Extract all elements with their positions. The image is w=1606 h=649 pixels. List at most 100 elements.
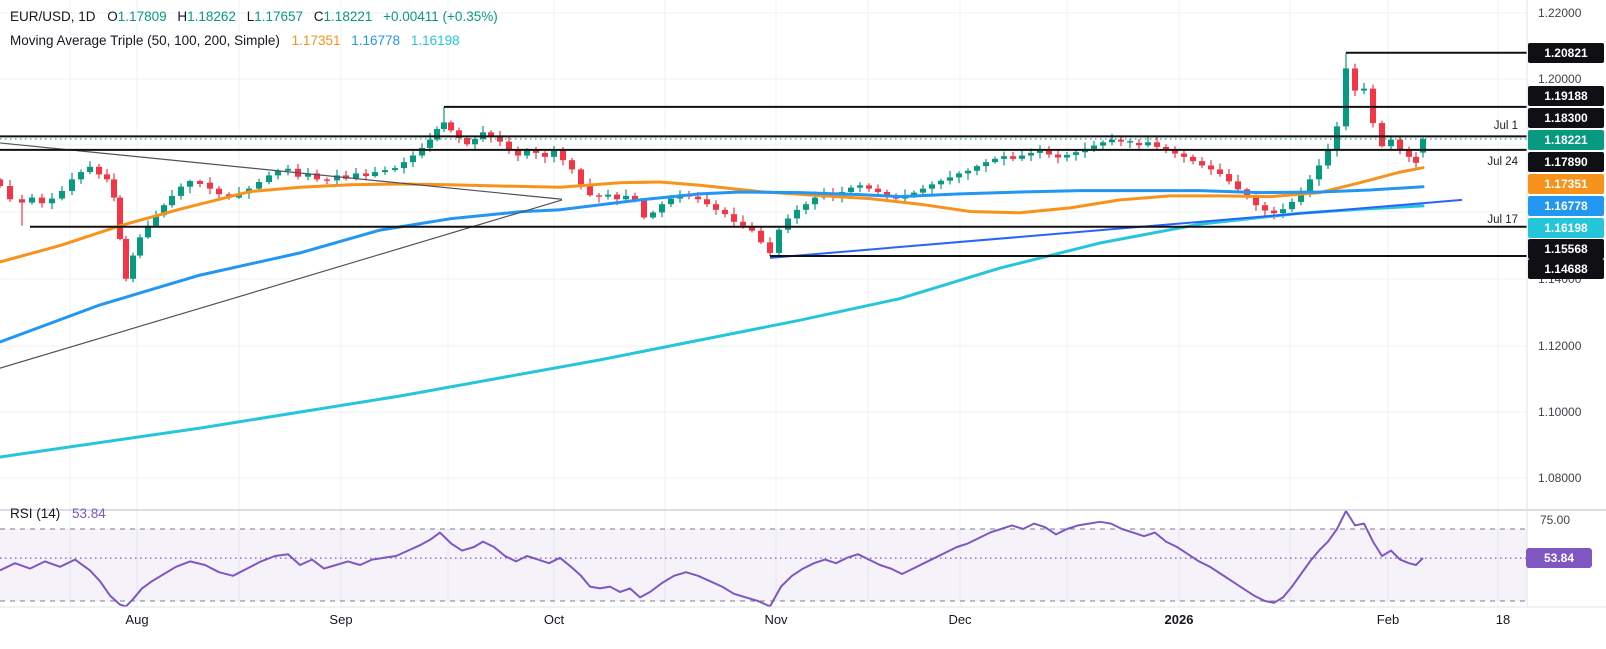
candle-body	[623, 195, 629, 200]
price-badge-1.18221: 1.18221	[1528, 130, 1604, 150]
support-trendline[interactable]	[769, 198, 1463, 259]
candle-body	[285, 168, 291, 171]
candle-body	[614, 194, 620, 200]
level-date-label: Jul 1	[1493, 120, 1518, 132]
price-badge-1.17351: 1.17351	[1528, 174, 1604, 194]
candle-body	[524, 149, 530, 156]
change-value: +0.00411 (+0.35%)	[383, 9, 498, 24]
candle-body	[812, 197, 818, 205]
ma-line-sma200	[0, 204, 1425, 459]
time-axis[interactable]	[0, 608, 1606, 649]
candle-body	[187, 181, 193, 187]
candle-body	[506, 141, 512, 151]
candle-body	[929, 184, 935, 189]
candle-body	[1019, 155, 1025, 159]
candle-body	[1370, 88, 1376, 124]
low-value: 1.17657	[254, 9, 304, 24]
candle-body	[266, 175, 272, 183]
price-badge-1.19188: 1.19188	[1528, 86, 1604, 106]
candle-body	[1037, 150, 1043, 153]
candle-body	[920, 188, 926, 193]
price-badge-1.14688: 1.14688	[1528, 259, 1604, 279]
candle-body	[314, 173, 320, 180]
time-axis-label-Feb: Feb	[1376, 612, 1400, 627]
candle-body	[372, 172, 378, 177]
price-badge-1.16778: 1.16778	[1528, 196, 1604, 216]
price-axis-label: 1.20000	[1538, 72, 1582, 86]
candle-body	[1109, 139, 1115, 143]
candle-body	[911, 192, 917, 196]
candle-body	[392, 168, 398, 171]
close-prefix: C	[313, 9, 324, 24]
open-value: 1.17809	[117, 9, 167, 24]
candle-body	[427, 139, 433, 148]
low-prefix: L	[246, 9, 255, 24]
candle-body	[740, 221, 746, 226]
candlestick-series	[0, 52, 1426, 283]
candle-body	[161, 205, 167, 216]
candle-body	[275, 170, 281, 176]
candle-body	[947, 177, 953, 181]
candle-body	[803, 204, 809, 210]
candle-body	[178, 186, 184, 196]
candle-body	[551, 150, 557, 157]
rsi-indicator-legend[interactable]: RSI (14) 53.84	[10, 506, 113, 521]
candle-body	[59, 190, 65, 199]
candle-body	[1406, 149, 1412, 157]
symbol-title[interactable]: EUR/USD, 1D	[10, 9, 96, 24]
candle-body	[1271, 210, 1277, 214]
candle-body	[19, 199, 25, 203]
candle-body	[419, 147, 425, 156]
candle-body	[695, 196, 701, 200]
candle-body	[29, 197, 35, 203]
ma-indicator-legend[interactable]: Moving Average Triple (50, 100, 200, Sim…	[10, 33, 467, 48]
candle-body	[256, 182, 262, 189]
candle-body	[78, 172, 84, 180]
candle-body	[1226, 174, 1232, 182]
candle-body	[169, 195, 175, 206]
candle-body	[767, 242, 773, 253]
candle-body	[1154, 142, 1160, 147]
candle-body	[938, 180, 944, 185]
price-badge-1.17890: 1.17890	[1528, 152, 1604, 172]
candle-body	[605, 194, 611, 197]
candle-body	[1010, 156, 1016, 159]
ascending-trendline[interactable]	[0, 199, 563, 369]
time-axis-label-18: 18	[1495, 612, 1511, 627]
ma-indicator-title[interactable]: Moving Average Triple (50, 100, 200, Sim…	[10, 33, 280, 48]
candle-body	[39, 197, 45, 204]
time-axis-label-2026: 2026	[1164, 612, 1194, 627]
candle-body	[363, 173, 369, 177]
candle-body	[130, 255, 136, 279]
candle-body	[704, 199, 710, 205]
rsi-axis-label: 75.00	[1540, 513, 1571, 527]
candle-body	[641, 199, 647, 218]
ma100-value: 1.16778	[351, 33, 401, 48]
candle-body	[650, 212, 656, 218]
rsi-band	[0, 529, 1527, 601]
candle-body	[1361, 88, 1367, 91]
descending-trendline[interactable]	[0, 142, 563, 200]
candle-body	[956, 173, 962, 178]
price-axis-label: 1.10000	[1538, 405, 1582, 419]
candle-body	[1343, 68, 1349, 127]
candle-body	[1091, 145, 1097, 149]
candle-body	[472, 138, 478, 145]
candle-body	[1136, 142, 1142, 146]
level-date-label: Jul 24	[1487, 156, 1518, 168]
rsi-indicator-title[interactable]: RSI (14)	[10, 506, 61, 521]
candle-body	[974, 166, 980, 171]
candle-body	[137, 237, 143, 256]
candle-body	[104, 174, 110, 180]
open-prefix: O	[107, 9, 118, 24]
candle-body	[1334, 126, 1340, 151]
candle-body	[965, 170, 971, 174]
candle-body	[569, 160, 575, 170]
symbol-legend[interactable]: EUR/USD, 1D O1.17809 H1.18262 L1.17657 C…	[10, 9, 505, 24]
candle-body	[542, 152, 548, 157]
close-value: 1.18221	[323, 9, 373, 24]
candle-body	[1208, 165, 1214, 170]
ma50-value: 1.17351	[291, 33, 341, 48]
candle-body	[1163, 146, 1169, 151]
